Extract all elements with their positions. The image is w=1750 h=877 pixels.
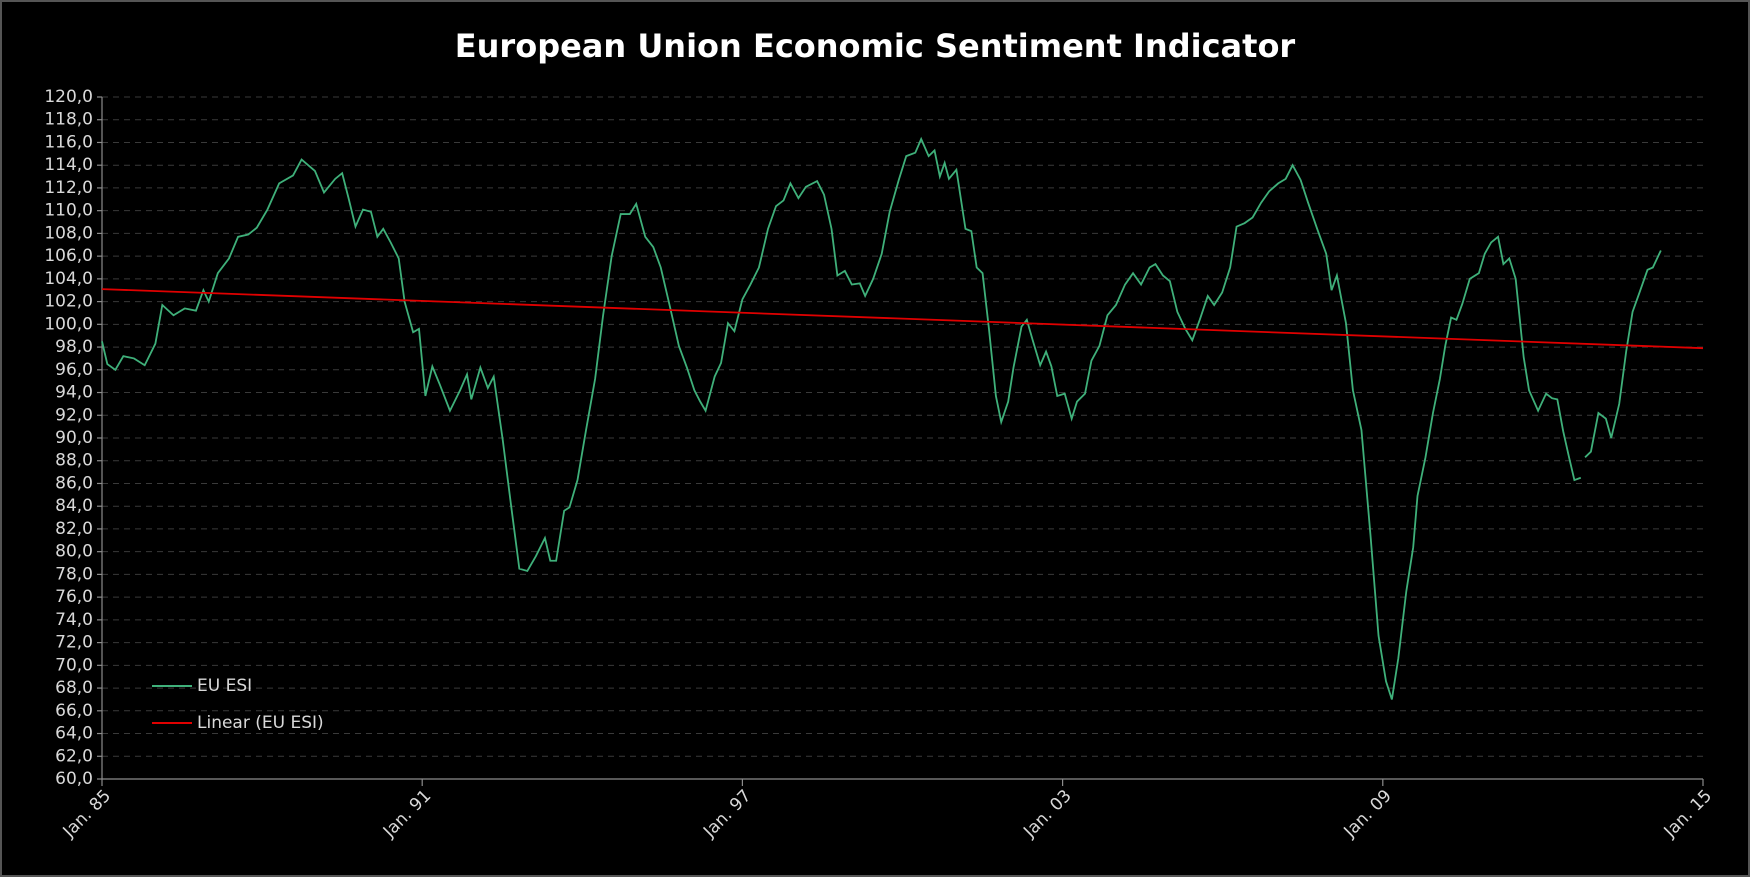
y-tick-label: 88,0 <box>55 451 93 471</box>
y-tick-label: 68,0 <box>55 678 93 698</box>
legend-label: EU ESI <box>197 676 252 696</box>
y-tick-label: 72,0 <box>55 633 93 653</box>
y-tick-label: 120,0 <box>44 87 93 107</box>
y-tick-label: 64,0 <box>55 724 93 744</box>
y-tick-label: 106,0 <box>44 246 93 266</box>
y-tick-label: 60,0 <box>55 769 93 789</box>
y-tick-label: 80,0 <box>55 542 93 562</box>
y-tick-label: 114,0 <box>44 155 93 175</box>
y-tick-label: 76,0 <box>55 587 93 607</box>
y-tick-label: 84,0 <box>55 496 93 516</box>
y-tick-label: 90,0 <box>55 428 93 448</box>
y-tick-label: 102,0 <box>44 292 93 312</box>
y-tick-label: 78,0 <box>55 564 93 584</box>
series-line <box>101 288 1704 350</box>
y-tick-label: 110,0 <box>44 201 93 221</box>
y-tick-label: 82,0 <box>55 519 93 539</box>
y-tick-label: 74,0 <box>55 610 93 630</box>
y-tick-label: 66,0 <box>55 701 93 721</box>
y-tick-label: 100,0 <box>44 314 93 334</box>
y-tick-label: 94,0 <box>55 383 93 403</box>
y-tick-label: 70,0 <box>55 655 93 675</box>
y-tick-label: 118,0 <box>44 110 93 130</box>
chart-title: European Union Economic Sentiment Indica… <box>455 27 1296 65</box>
y-tick-label: 116,0 <box>44 132 93 152</box>
series-line <box>101 136 1662 700</box>
y-tick-label: 112,0 <box>44 178 93 198</box>
y-tick-label: 86,0 <box>55 473 93 493</box>
y-tick-label: 92,0 <box>55 405 93 425</box>
y-tick-label: 104,0 <box>44 269 93 289</box>
y-tick-label: 96,0 <box>55 360 93 380</box>
legend-label: Linear (EU ESI) <box>197 713 324 733</box>
y-tick-label: 62,0 <box>55 746 93 766</box>
y-tick-label: 98,0 <box>55 337 93 357</box>
y-tick-label: 108,0 <box>44 223 93 243</box>
